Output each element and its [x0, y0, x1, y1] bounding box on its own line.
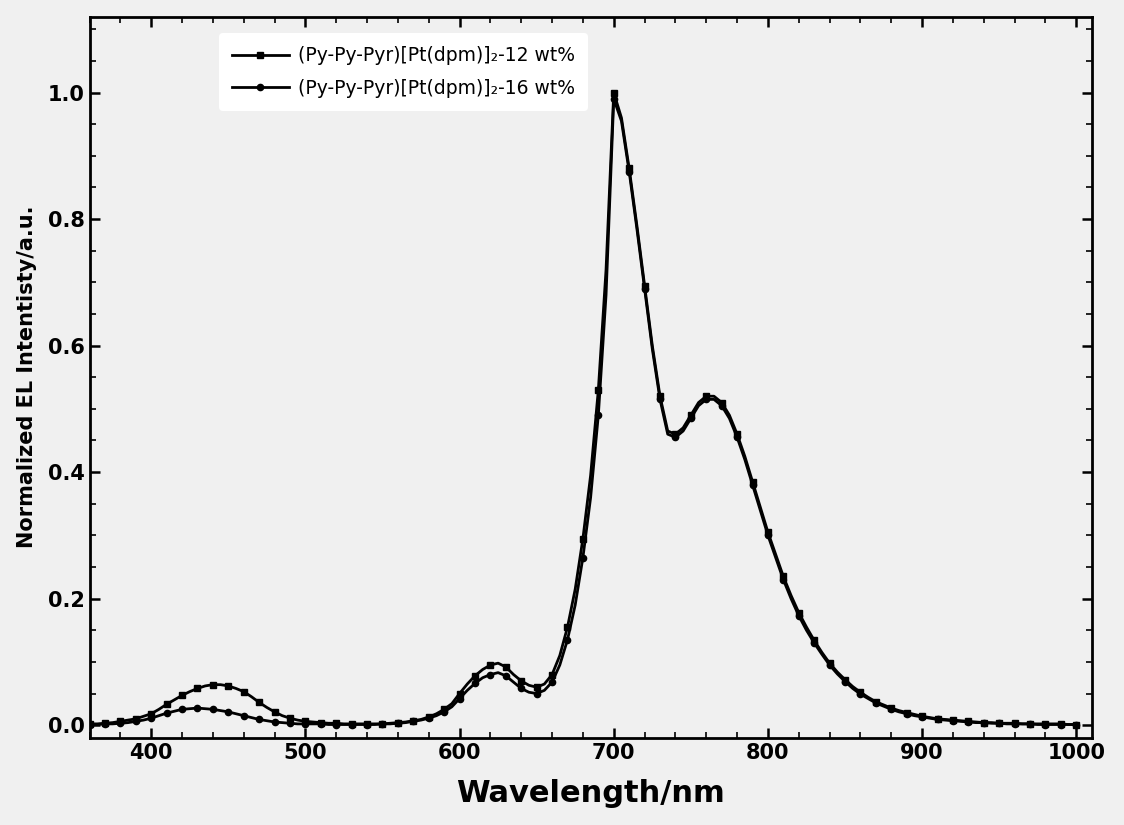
(Py-Py-Pyr)[Pt(dpm)]₂-12 wt% [353, 719, 366, 728]
(Py-Py-Pyr)[Pt(dpm)]₂-16 wt% [353, 719, 366, 729]
(Py-Py-Pyr)[Pt(dpm)]₂-12 wt% [83, 719, 97, 728]
X-axis label: Wavelength/nm: Wavelength/nm [456, 780, 725, 808]
(Py-Py-Pyr)[Pt(dpm)]₂-16 wt% [869, 698, 882, 708]
(Py-Py-Pyr)[Pt(dpm)]₂-12 wt% [599, 265, 613, 275]
(Py-Py-Pyr)[Pt(dpm)]₂-16 wt% [83, 719, 97, 729]
(Py-Py-Pyr)[Pt(dpm)]₂-16 wt% [1070, 719, 1084, 729]
(Py-Py-Pyr)[Pt(dpm)]₂-16 wt% [129, 716, 143, 726]
(Py-Py-Pyr)[Pt(dpm)]₂-12 wt% [607, 87, 620, 97]
(Py-Py-Pyr)[Pt(dpm)]₂-16 wt% [599, 290, 613, 300]
(Py-Py-Pyr)[Pt(dpm)]₂-16 wt% [607, 94, 620, 104]
Y-axis label: Normalized EL Intentisty/a.u.: Normalized EL Intentisty/a.u. [17, 206, 37, 549]
(Py-Py-Pyr)[Pt(dpm)]₂-12 wt% [954, 716, 968, 726]
Line: (Py-Py-Pyr)[Pt(dpm)]₂-16 wt%: (Py-Py-Pyr)[Pt(dpm)]₂-16 wt% [87, 96, 1079, 728]
(Py-Py-Pyr)[Pt(dpm)]₂-12 wt% [869, 697, 882, 707]
Line: (Py-Py-Pyr)[Pt(dpm)]₂-12 wt%: (Py-Py-Pyr)[Pt(dpm)]₂-12 wt% [87, 89, 1079, 728]
(Py-Py-Pyr)[Pt(dpm)]₂-12 wt% [1062, 719, 1076, 729]
(Py-Py-Pyr)[Pt(dpm)]₂-16 wt% [677, 426, 690, 436]
(Py-Py-Pyr)[Pt(dpm)]₂-16 wt% [954, 716, 968, 726]
Legend: (Py-Py-Pyr)[Pt(dpm)]₂-12 wt%, (Py-Py-Pyr)[Pt(dpm)]₂-16 wt%: (Py-Py-Pyr)[Pt(dpm)]₂-12 wt%, (Py-Py-Pyr… [219, 33, 588, 111]
(Py-Py-Pyr)[Pt(dpm)]₂-12 wt% [129, 714, 143, 724]
(Py-Py-Pyr)[Pt(dpm)]₂-12 wt% [677, 423, 690, 433]
(Py-Py-Pyr)[Pt(dpm)]₂-12 wt% [1070, 719, 1084, 729]
